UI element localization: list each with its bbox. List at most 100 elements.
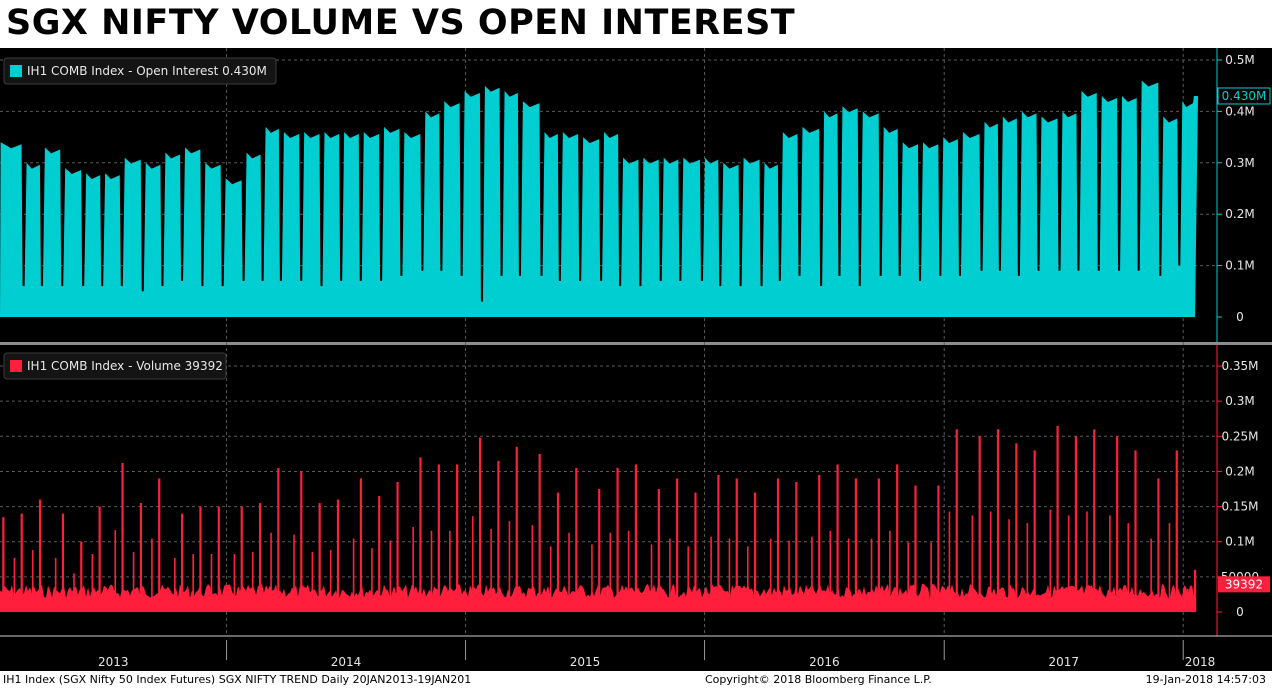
volume-spike-bar bbox=[515, 446, 518, 612]
volume-secondary-bar bbox=[329, 550, 332, 612]
volume-secondary-bar bbox=[930, 542, 932, 612]
volume-spike-bar bbox=[735, 478, 738, 612]
volume-spike-bar bbox=[896, 464, 899, 612]
volume-secondary-bar bbox=[870, 538, 873, 612]
volume-secondary-bar bbox=[549, 546, 552, 612]
volume-ytick-label: 0.15M bbox=[1221, 500, 1258, 514]
volume-secondary-bar bbox=[449, 530, 451, 612]
volume-spike-bar bbox=[277, 467, 280, 612]
volume-secondary-bar bbox=[233, 554, 236, 612]
volume-spike-bar bbox=[575, 467, 578, 612]
volume-spike-bar bbox=[38, 499, 42, 612]
volume-spike-bar bbox=[158, 478, 161, 612]
volume-secondary-bar bbox=[13, 557, 16, 612]
volume-spike-bar bbox=[121, 463, 124, 612]
open-interest-area bbox=[0, 80, 1198, 317]
volume-secondary-bar bbox=[430, 530, 433, 612]
volume-secondary-bar bbox=[192, 554, 194, 612]
volume-secondary-bar bbox=[293, 534, 295, 612]
volume-secondary-bar bbox=[650, 544, 653, 612]
volume-spike-bar bbox=[1033, 450, 1036, 612]
volume-secondary-bar bbox=[91, 554, 94, 612]
volume-spike-bar bbox=[181, 513, 184, 612]
volume-spike-bar bbox=[300, 471, 303, 612]
volume-spike-bar bbox=[955, 429, 958, 612]
volume-spike-bar bbox=[378, 496, 381, 612]
oi-last-value-box bbox=[1217, 87, 1271, 105]
volume-secondary-bar bbox=[73, 573, 75, 612]
xtick-label: 2018 bbox=[1185, 655, 1216, 669]
volume-secondary-bar bbox=[1026, 523, 1029, 612]
volume-spike-bar bbox=[657, 489, 660, 612]
volume-spike-bar bbox=[61, 513, 65, 612]
volume-spike-bar bbox=[1175, 450, 1178, 612]
volume-secondary-bar bbox=[1150, 538, 1152, 612]
volume-spike-bar bbox=[98, 506, 101, 612]
volume-spike-bar bbox=[854, 478, 858, 612]
oi-ytick-label: 0.5M bbox=[1225, 53, 1254, 67]
volume-secondary-bar bbox=[687, 546, 689, 612]
volume-secondary-bar bbox=[1086, 511, 1088, 612]
xtick-label: 2013 bbox=[98, 655, 129, 669]
volume-secondary-bar bbox=[710, 536, 712, 612]
volume-secondary-bar bbox=[829, 530, 832, 612]
volume-spike-bar bbox=[717, 474, 720, 612]
volume-spike-bar bbox=[419, 457, 422, 612]
volume-spike-bar bbox=[1116, 436, 1119, 612]
volume-spike-bar bbox=[1056, 425, 1059, 612]
volume-spike-bar bbox=[396, 481, 399, 612]
oi-legend-box bbox=[3, 57, 277, 85]
volume-secondary-bar bbox=[669, 538, 671, 612]
volume-secondary-bar bbox=[114, 530, 117, 612]
volume-secondary-bar bbox=[151, 538, 153, 612]
volume-spike-bar bbox=[1134, 450, 1137, 612]
volume-secondary-bar bbox=[210, 554, 213, 612]
volume-spike-bar bbox=[877, 478, 880, 612]
volume-spike-bar bbox=[753, 492, 757, 612]
volume-secondary-bar bbox=[1187, 588, 1189, 612]
volume-spike-bar bbox=[616, 467, 619, 612]
volume-spike-bar bbox=[676, 478, 679, 612]
volume-spike-bar bbox=[1194, 569, 1197, 612]
volume-secondary-bar bbox=[847, 538, 850, 612]
volume-secondary-bar bbox=[788, 540, 790, 612]
volume-spike-bar bbox=[258, 503, 262, 612]
volume-spike-bar bbox=[497, 460, 500, 612]
chart-title: SGX NIFTY VOLUME VS OPEN INTEREST bbox=[6, 3, 796, 43]
volume-spike-bar bbox=[478, 437, 482, 612]
volume-secondary-bar bbox=[471, 516, 474, 612]
chart-area: 00.1M0.2M0.3M0.4M0.5M0500000.1M0.15M0.2M… bbox=[0, 48, 1272, 671]
volume-secondary-bar bbox=[270, 532, 272, 612]
volume-legend-swatch bbox=[10, 360, 22, 372]
volume-ytick-label: 0.25M bbox=[1221, 429, 1258, 443]
oi-ytick-label: 0.2M bbox=[1225, 207, 1254, 221]
xtick-label: 2015 bbox=[570, 655, 601, 669]
volume-spike-bar bbox=[240, 506, 243, 612]
oi-ytick-label: 0.4M bbox=[1225, 104, 1254, 118]
volume-secondary-bar bbox=[971, 515, 974, 612]
oi-ytick-label: 0.1M bbox=[1225, 259, 1254, 273]
volume-secondary-bar bbox=[568, 532, 570, 612]
volume-secondary-bar bbox=[1109, 515, 1111, 612]
volume-spike-bar bbox=[199, 506, 202, 612]
volume-spike-bar bbox=[20, 513, 23, 612]
volume-spike-bar bbox=[80, 541, 83, 612]
volume-secondary-bar bbox=[591, 544, 593, 612]
volume-secondary-bar bbox=[1067, 515, 1070, 612]
volume-secondary-bar bbox=[907, 542, 910, 612]
xtick-label: 2014 bbox=[331, 655, 362, 669]
volume-spike-bar bbox=[359, 478, 362, 612]
volume-secondary-bar bbox=[889, 530, 891, 612]
volume-secondary-bar bbox=[371, 548, 373, 612]
volume-spike-bar bbox=[818, 474, 821, 612]
volume-ytick-label: 0.2M bbox=[1225, 464, 1254, 478]
volume-spike-bar bbox=[598, 489, 601, 612]
oi-ytick-label: 0 bbox=[1236, 310, 1244, 324]
chart-svg: 00.1M0.2M0.3M0.4M0.5M0500000.1M0.15M0.2M… bbox=[0, 48, 1272, 669]
volume-legend-text: IH1 COMB Index - Volume 39392 bbox=[27, 359, 223, 373]
volume-secondary-bar bbox=[132, 552, 135, 612]
volume-spike-bar bbox=[217, 506, 220, 612]
volume-secondary-bar bbox=[1127, 523, 1130, 612]
panel-separator bbox=[0, 342, 1272, 345]
volume-spike-bar bbox=[1074, 436, 1078, 612]
